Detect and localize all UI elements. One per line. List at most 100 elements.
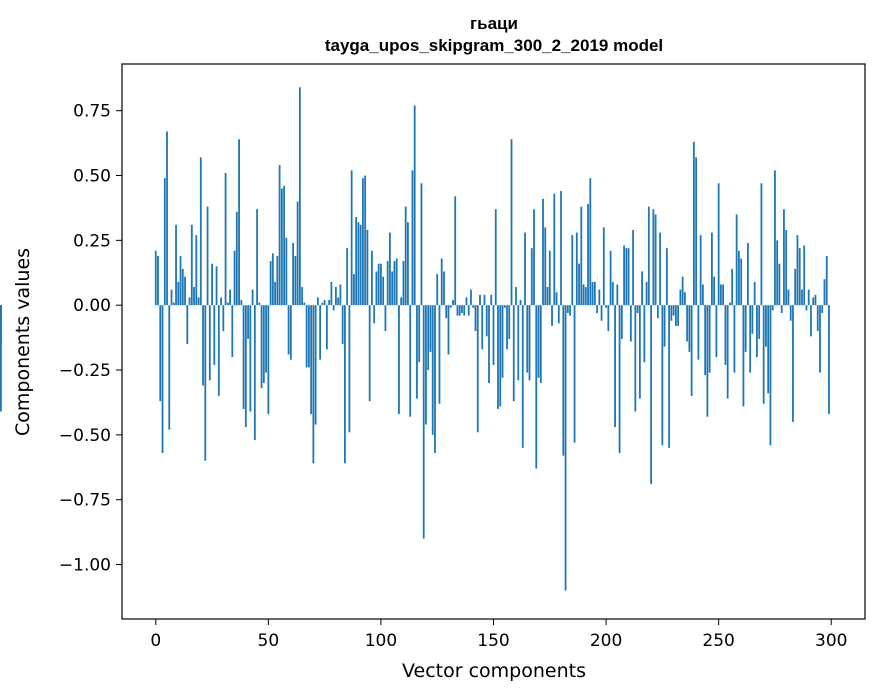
bar bbox=[400, 297, 403, 306]
bar bbox=[677, 305, 680, 326]
y-axis-label: Components values bbox=[12, 248, 34, 436]
bar bbox=[269, 261, 272, 306]
bar bbox=[175, 224, 177, 306]
bar bbox=[557, 305, 560, 324]
bar bbox=[202, 305, 204, 386]
bar bbox=[569, 305, 571, 316]
bar bbox=[704, 305, 707, 376]
bar bbox=[220, 297, 222, 306]
bar bbox=[154, 250, 157, 306]
bar bbox=[620, 305, 623, 339]
bar bbox=[771, 305, 774, 311]
bar bbox=[368, 305, 371, 402]
bar bbox=[722, 284, 725, 306]
bar bbox=[787, 289, 790, 306]
bar bbox=[235, 211, 238, 306]
bar bbox=[434, 305, 436, 454]
bar bbox=[438, 305, 441, 404]
bar bbox=[494, 209, 497, 306]
bar bbox=[431, 305, 434, 435]
bar bbox=[681, 276, 684, 306]
bar bbox=[301, 287, 304, 306]
bar bbox=[717, 183, 720, 306]
x-tick-label: 0 bbox=[150, 631, 161, 651]
bar bbox=[159, 305, 162, 402]
bar bbox=[328, 300, 331, 306]
bar bbox=[537, 305, 540, 378]
bar bbox=[774, 170, 776, 306]
bar bbox=[638, 305, 641, 399]
bar bbox=[240, 300, 243, 306]
bar bbox=[819, 305, 821, 373]
bar bbox=[224, 172, 227, 306]
x-tick-label: 300 bbox=[815, 631, 847, 651]
bar bbox=[461, 305, 463, 313]
bar bbox=[229, 289, 231, 306]
bar bbox=[499, 305, 502, 407]
bar bbox=[481, 305, 484, 350]
bar bbox=[506, 305, 508, 350]
bar bbox=[312, 305, 315, 464]
bar bbox=[265, 305, 267, 373]
bar bbox=[825, 255, 828, 306]
bar bbox=[393, 261, 396, 306]
bar bbox=[584, 287, 587, 306]
bar bbox=[377, 263, 380, 306]
bar bbox=[546, 287, 549, 306]
bar bbox=[524, 232, 526, 306]
bar bbox=[161, 305, 164, 454]
bar bbox=[812, 297, 815, 306]
bar bbox=[697, 305, 700, 360]
bar bbox=[316, 297, 319, 306]
bar bbox=[357, 222, 360, 306]
bar bbox=[692, 141, 695, 306]
bar bbox=[661, 305, 664, 446]
bar bbox=[213, 305, 216, 365]
bar bbox=[314, 305, 317, 425]
bar bbox=[262, 305, 265, 383]
bar bbox=[427, 305, 430, 371]
bar bbox=[796, 235, 799, 306]
bar bbox=[350, 170, 353, 306]
bar bbox=[749, 305, 752, 373]
bar bbox=[726, 305, 729, 399]
x-axis-ticks: 0 50 100 150 200 250 300 bbox=[150, 619, 847, 651]
bar bbox=[413, 105, 416, 306]
bar bbox=[325, 305, 328, 350]
bar bbox=[305, 305, 308, 368]
bar bbox=[206, 206, 209, 306]
bar bbox=[208, 305, 211, 381]
bar bbox=[287, 305, 290, 355]
bars-group bbox=[0, 87, 830, 591]
bar bbox=[445, 305, 448, 319]
bar bbox=[389, 232, 391, 306]
bar bbox=[0, 305, 2, 412]
bar bbox=[492, 305, 495, 365]
bar bbox=[566, 305, 569, 313]
bar bbox=[179, 255, 182, 306]
bar bbox=[756, 305, 758, 358]
bar bbox=[765, 305, 767, 347]
bar bbox=[384, 305, 387, 332]
bar bbox=[571, 235, 574, 306]
bar bbox=[251, 289, 254, 306]
bar bbox=[690, 305, 693, 396]
bar bbox=[190, 224, 193, 306]
bar bbox=[731, 268, 734, 306]
bar bbox=[589, 178, 592, 306]
bar bbox=[605, 305, 607, 308]
bar bbox=[321, 302, 324, 306]
bar bbox=[733, 305, 736, 373]
bar bbox=[278, 165, 281, 306]
bar bbox=[614, 305, 616, 428]
bar bbox=[668, 305, 671, 448]
bar bbox=[319, 305, 322, 360]
bar bbox=[623, 245, 625, 306]
bar bbox=[242, 305, 245, 409]
bar bbox=[670, 305, 673, 321]
bar bbox=[823, 279, 826, 306]
bar bbox=[436, 274, 439, 306]
bar bbox=[515, 287, 517, 306]
bar bbox=[672, 305, 675, 316]
